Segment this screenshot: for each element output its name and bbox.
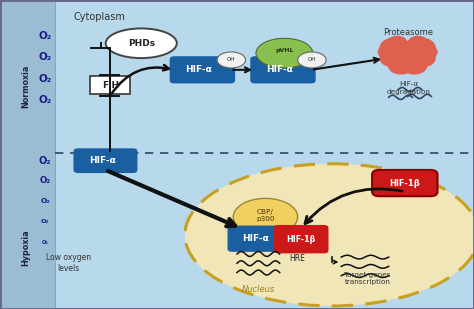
Text: Nucleus: Nucleus bbox=[242, 285, 275, 294]
FancyBboxPatch shape bbox=[90, 76, 130, 94]
FancyBboxPatch shape bbox=[73, 148, 137, 173]
Text: pVHL: pVHL bbox=[275, 48, 294, 53]
Text: OH: OH bbox=[308, 57, 316, 62]
FancyBboxPatch shape bbox=[0, 0, 55, 309]
Circle shape bbox=[378, 45, 399, 59]
Text: O₂: O₂ bbox=[38, 52, 52, 62]
Text: HIF-1β: HIF-1β bbox=[390, 179, 420, 188]
Text: O₂: O₂ bbox=[42, 240, 48, 245]
Ellipse shape bbox=[185, 164, 474, 306]
Text: O₂: O₂ bbox=[39, 176, 51, 185]
Circle shape bbox=[409, 36, 428, 49]
Circle shape bbox=[405, 38, 435, 58]
FancyBboxPatch shape bbox=[228, 226, 289, 252]
Circle shape bbox=[402, 58, 427, 74]
Text: PHDs: PHDs bbox=[128, 39, 155, 48]
Text: HIF-α: HIF-α bbox=[266, 65, 293, 74]
Ellipse shape bbox=[298, 52, 326, 68]
Text: O₂: O₂ bbox=[41, 219, 49, 224]
Text: HIF-α
degradation: HIF-α degradation bbox=[387, 81, 430, 95]
Text: HRE: HRE bbox=[289, 254, 305, 264]
Ellipse shape bbox=[217, 52, 246, 68]
Text: HIF-1β: HIF-1β bbox=[287, 235, 316, 244]
Text: FIH: FIH bbox=[101, 81, 119, 90]
Text: HIF-α: HIF-α bbox=[89, 156, 116, 165]
Text: O₂: O₂ bbox=[38, 95, 52, 105]
Circle shape bbox=[388, 36, 407, 49]
Circle shape bbox=[380, 38, 410, 58]
Text: Proteasome: Proteasome bbox=[383, 28, 433, 37]
FancyBboxPatch shape bbox=[170, 56, 235, 83]
Text: Normoxia: Normoxia bbox=[22, 65, 30, 108]
Ellipse shape bbox=[106, 28, 177, 58]
Circle shape bbox=[416, 45, 437, 59]
Text: HIF-α: HIF-α bbox=[242, 234, 269, 243]
Text: Target genes
transcription: Target genes transcription bbox=[344, 272, 391, 286]
Text: O₂: O₂ bbox=[39, 156, 51, 166]
Text: OH: OH bbox=[227, 57, 236, 62]
FancyBboxPatch shape bbox=[274, 225, 328, 253]
Text: O₂: O₂ bbox=[38, 31, 52, 40]
Text: O₂: O₂ bbox=[40, 198, 50, 205]
Text: Low oxygen
levels: Low oxygen levels bbox=[46, 252, 91, 273]
Circle shape bbox=[380, 49, 407, 67]
FancyBboxPatch shape bbox=[250, 56, 316, 83]
Text: O₂: O₂ bbox=[38, 74, 52, 84]
Text: HIF-α: HIF-α bbox=[186, 65, 212, 74]
Circle shape bbox=[388, 43, 428, 69]
FancyBboxPatch shape bbox=[372, 170, 438, 196]
Text: CBP/
p300: CBP/ p300 bbox=[256, 209, 275, 222]
Circle shape bbox=[409, 49, 435, 67]
Ellipse shape bbox=[256, 38, 313, 68]
Circle shape bbox=[389, 58, 413, 74]
Text: Hypoxia: Hypoxia bbox=[22, 229, 30, 265]
Text: Cytoplasm: Cytoplasm bbox=[73, 12, 125, 22]
Ellipse shape bbox=[233, 198, 298, 235]
